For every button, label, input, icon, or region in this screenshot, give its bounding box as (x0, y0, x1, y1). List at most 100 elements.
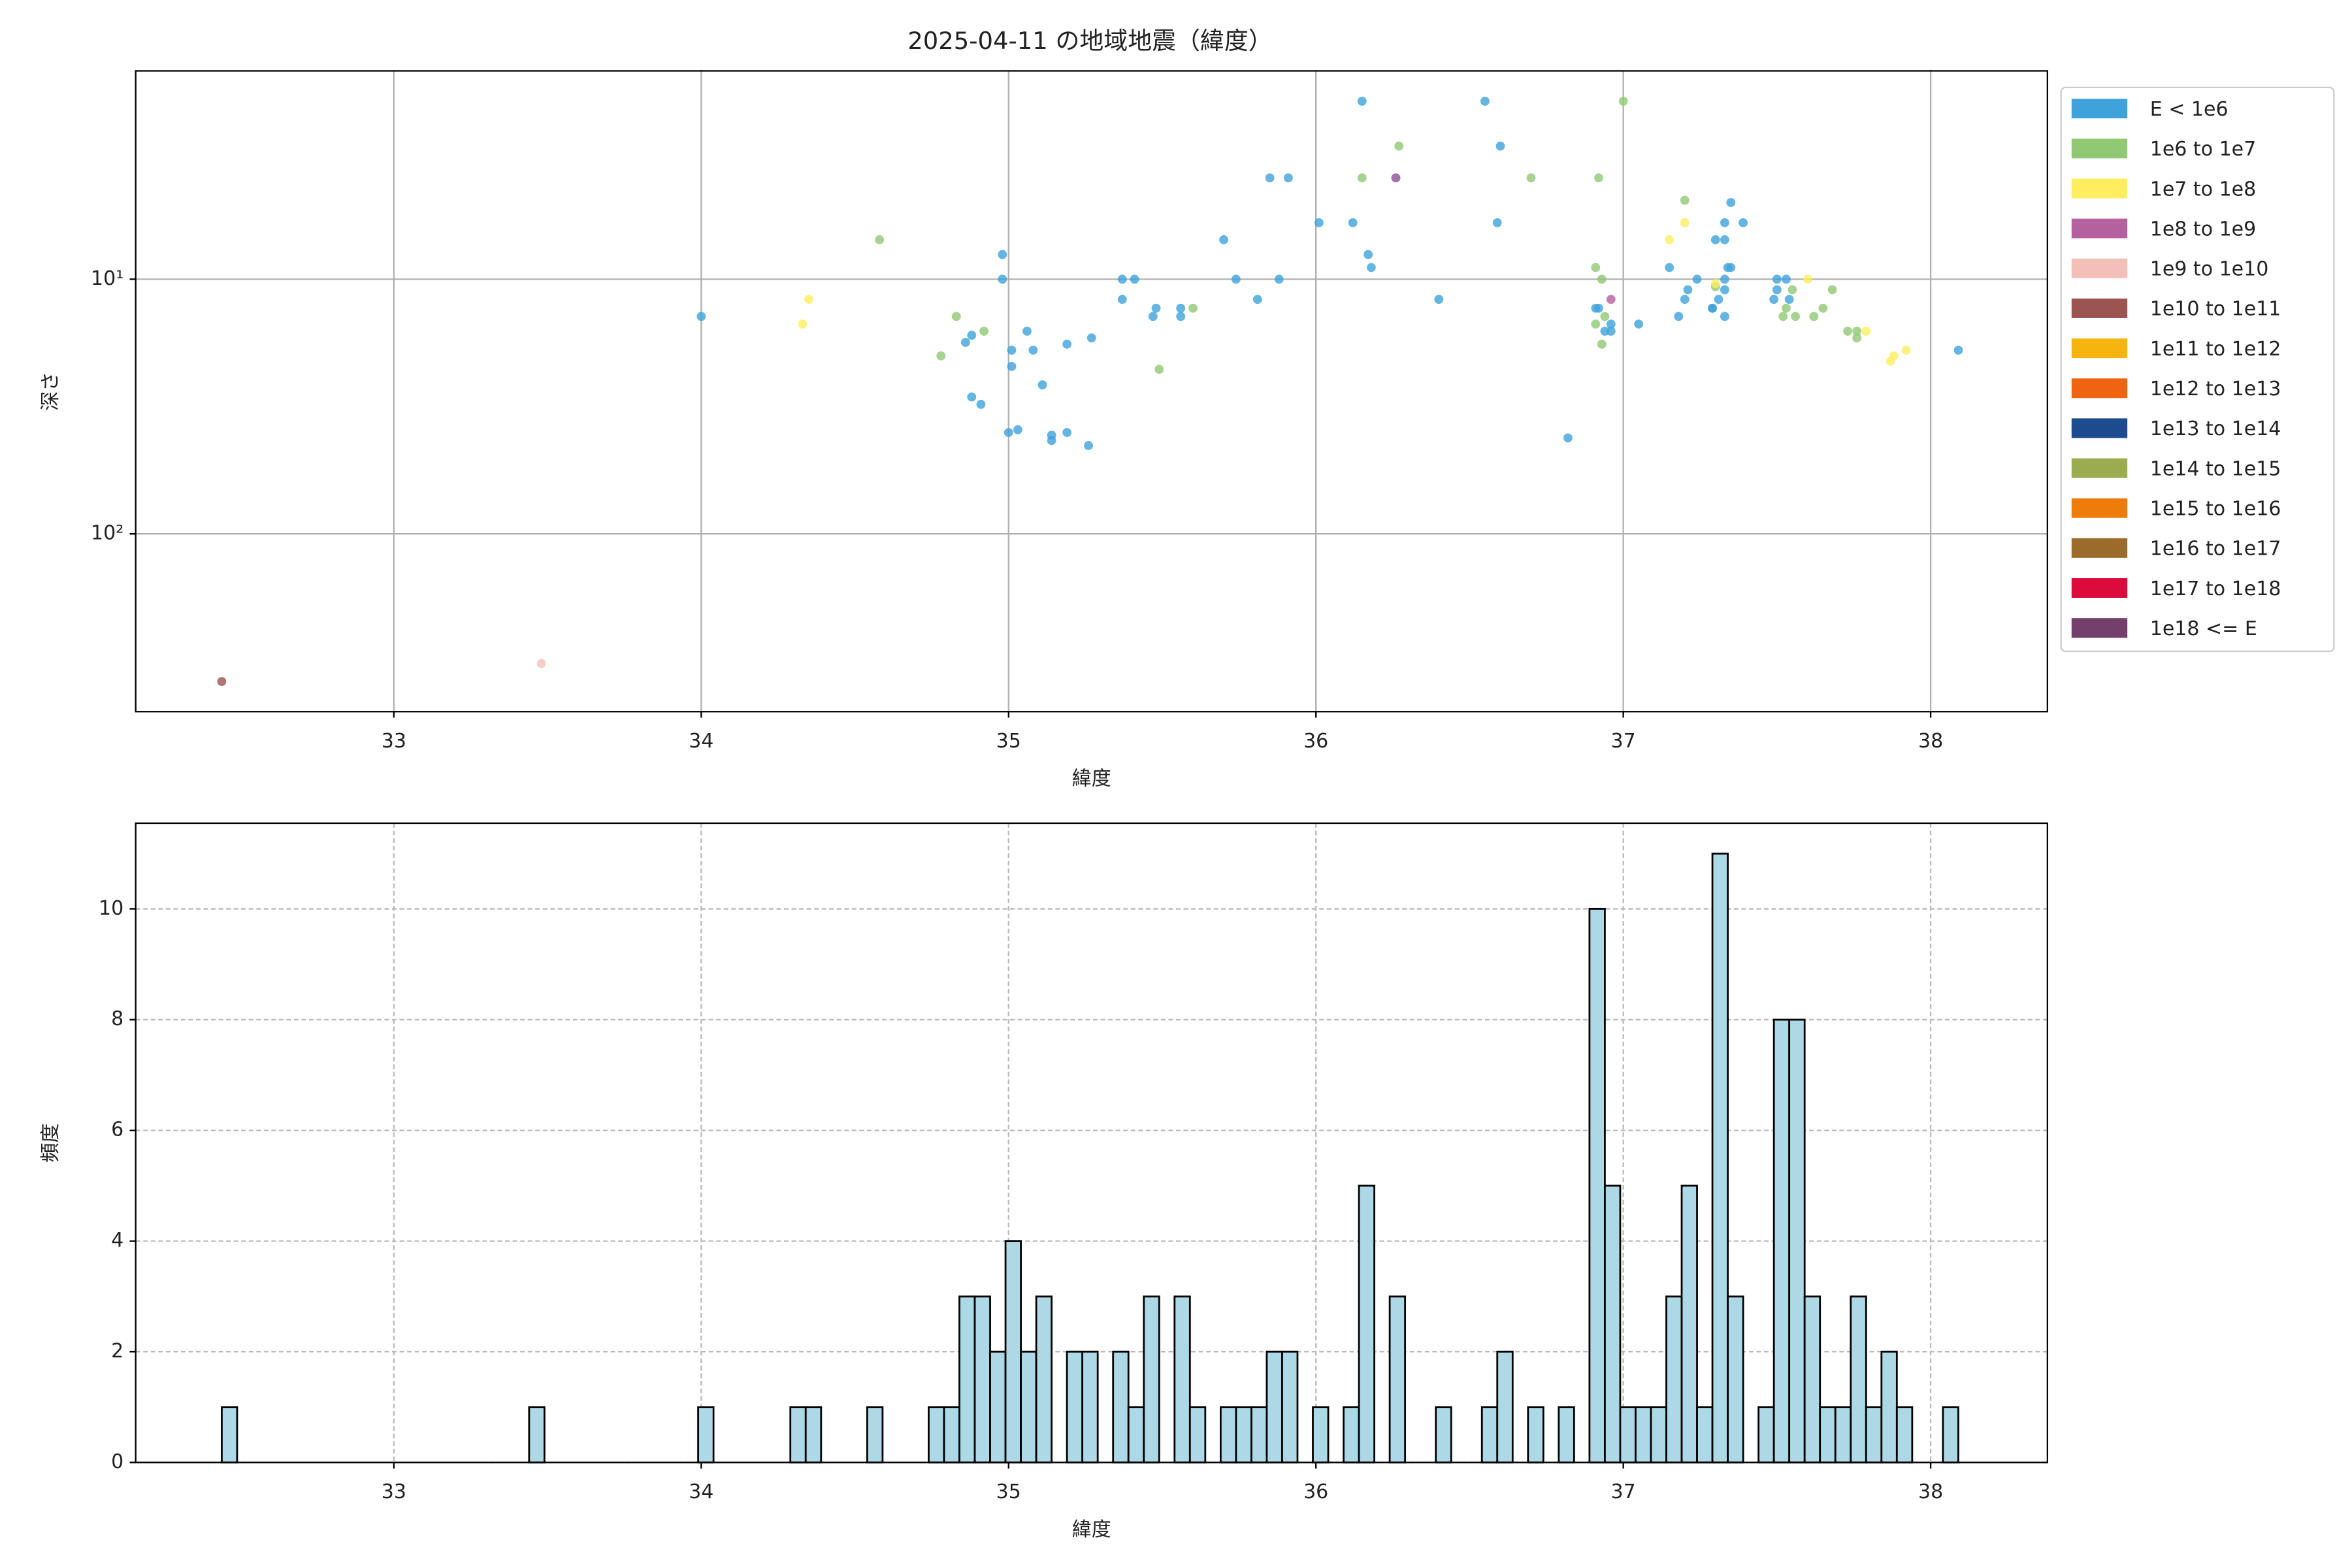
histogram-bar (1865, 1406, 1883, 1463)
histogram-bar (866, 1406, 884, 1463)
histogram-bar (1850, 1295, 1867, 1463)
scatter-point (1062, 339, 1072, 349)
y-tick-label: 10² (91, 522, 123, 545)
scatter-point (1852, 333, 1862, 343)
scatter-point (998, 250, 1007, 259)
scatter-point (1772, 274, 1782, 284)
histogram-bar (1834, 1406, 1852, 1463)
histogram-bar (1173, 1295, 1191, 1463)
scatter-point (1827, 285, 1837, 295)
x-tick-label: 37 (1611, 730, 1636, 753)
scatter-point (1062, 428, 1072, 437)
scatter-point (536, 659, 546, 668)
scatter-point (1606, 295, 1616, 304)
histogram-bar (928, 1406, 945, 1463)
scatter-point (1618, 96, 1628, 106)
scatter-point (1710, 279, 1720, 288)
chart-title: 2025-04-11 の地域地震（緯度） (907, 27, 1272, 55)
y-axis-label: 深さ (39, 372, 62, 411)
scatter-point (875, 235, 885, 244)
histogram-bar (1081, 1350, 1099, 1463)
x-tick-label: 38 (1918, 1480, 1943, 1503)
legend-swatch (2071, 139, 2128, 159)
scatter-point (1772, 285, 1782, 295)
histogram-bar (1388, 1295, 1407, 1463)
scatter-point (1495, 141, 1505, 151)
legend-label: 1e7 to 1e8 (2150, 178, 2256, 201)
scatter-point (967, 392, 977, 402)
histogram-bar (1004, 1240, 1022, 1463)
scatter-point (1803, 274, 1812, 284)
legend-label: 1e16 to 1e17 (2150, 538, 2281, 561)
histogram-bar (1035, 1295, 1053, 1463)
legend: E < 1e6 1e6 to 1e7 1e7 to 1e8 1e8 to 1e9 1e9… (2060, 86, 2335, 653)
legend-label: 1e6 to 1e7 (2150, 138, 2256, 161)
scatter-point (1007, 361, 1017, 371)
histogram-bar (1635, 1406, 1652, 1463)
histogram-bar (1343, 1406, 1360, 1463)
scatter-point (1680, 295, 1690, 304)
scatter-point (1726, 198, 1736, 207)
histogram-bar (989, 1350, 1007, 1463)
scatter-point (1148, 312, 1158, 321)
histogram-bar (1619, 1406, 1637, 1463)
x-tick-label: 35 (996, 1480, 1021, 1503)
scatter-point (1219, 235, 1228, 244)
legend-box (2060, 86, 2335, 653)
y-tick-label: 6 (111, 1119, 123, 1141)
x-tick-label: 34 (689, 1480, 713, 1503)
x-tick-label: 33 (382, 730, 406, 753)
scatter-point (1231, 274, 1241, 284)
scatter-point (1176, 312, 1186, 321)
legend-swatch (2071, 218, 2128, 238)
histogram-bar (1772, 1019, 1791, 1463)
scatter-point (217, 677, 227, 687)
histogram-bar (697, 1406, 715, 1463)
x-axis-label: 緯度 (1072, 768, 1111, 791)
histogram-bar (1250, 1406, 1268, 1463)
x-axis-label: 緯度 (1072, 1518, 1111, 1541)
scatter-point (998, 274, 1007, 284)
scatter-point (1492, 218, 1502, 227)
histogram-bar (1358, 1184, 1375, 1463)
histogram-bar (1143, 1295, 1160, 1463)
histogram-bar (1757, 1406, 1775, 1463)
histogram-bar (1219, 1406, 1237, 1463)
legend-swatch (2071, 418, 2128, 438)
legend-label: 1e9 to 1e10 (2150, 258, 2269, 281)
histogram-bar (943, 1406, 960, 1463)
scatter-point (1314, 218, 1324, 227)
scatter-point (1004, 428, 1013, 437)
legend-label: 1e13 to 1e14 (2150, 417, 2281, 440)
histogram-bar (1880, 1350, 1898, 1463)
scatter-point (1665, 263, 1674, 272)
scatter-point (1151, 303, 1161, 313)
scatter-point (1886, 357, 1895, 366)
scatter-point (1818, 303, 1828, 313)
scatter-point (1117, 274, 1127, 284)
scatter-point (1634, 319, 1644, 329)
legend-label: 1e10 to 1e11 (2150, 298, 2281, 321)
scatter-point (1809, 312, 1819, 321)
scatter-point (1597, 274, 1607, 284)
scatter-point (1274, 274, 1284, 284)
scatter-point (1665, 235, 1674, 244)
scatter-point (979, 326, 989, 336)
scatter-point (1901, 346, 1911, 355)
histogram-bar (804, 1406, 823, 1463)
histogram-bar (221, 1406, 238, 1463)
histogram-bar (973, 1295, 991, 1463)
scatter-point (1366, 263, 1376, 272)
legend-swatch (2071, 178, 2128, 199)
legend-swatch (2071, 498, 2128, 518)
x-tick-label: 36 (1303, 730, 1328, 753)
scatter-point (1769, 295, 1779, 304)
scatter-point (1265, 173, 1275, 183)
histogram-bar (1942, 1406, 1959, 1463)
scatter-point (1791, 312, 1801, 321)
scatter-point (976, 399, 986, 409)
histogram-bar (528, 1406, 546, 1463)
y-tick-label: 2 (111, 1340, 123, 1363)
scatter-point (1720, 218, 1729, 227)
